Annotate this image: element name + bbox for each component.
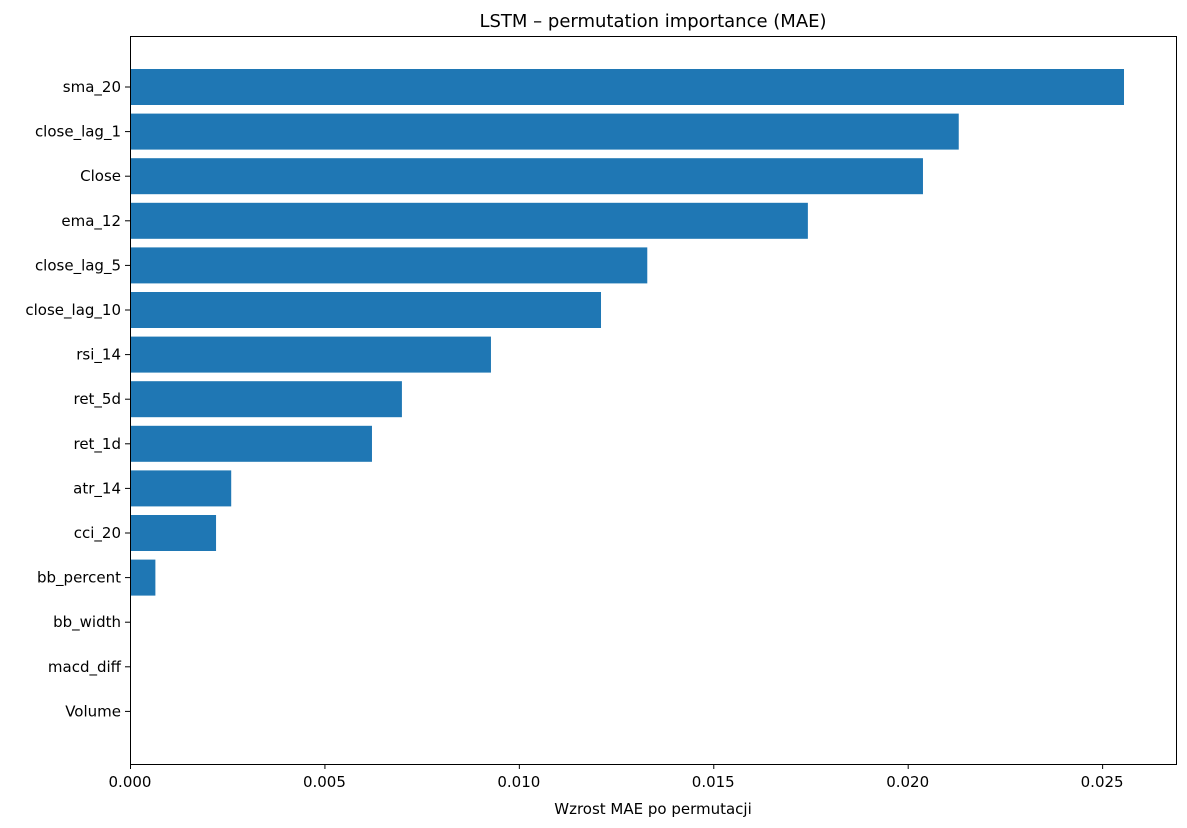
bar-cci_20 (130, 515, 217, 551)
chart-title: LSTM – permutation importance (MAE) (479, 11, 826, 32)
bar-bb_percent (130, 559, 156, 596)
x-tick-label: 0.000 (109, 773, 152, 791)
y-tick-label: bb_width (53, 613, 121, 632)
y-tick-label: ema_12 (61, 212, 121, 231)
y-tick-label: Volume (65, 702, 121, 720)
y-tick-label: rsi_14 (76, 346, 121, 365)
bar-ret_5d (130, 381, 402, 418)
bar-close_lag_5 (130, 247, 648, 284)
bar-close_lag_1 (130, 113, 959, 150)
bar-ema_12 (130, 202, 808, 239)
y-tick-label: close_lag_5 (35, 256, 121, 275)
y-axis-ticks: sma_20 close_lag_1 Close ema_12 close_lag_5c… (25, 78, 130, 720)
y-tick-label: ret_1d (73, 435, 121, 454)
x-tick-label: 0.005 (303, 773, 346, 791)
y-tick-label: Close (80, 167, 121, 185)
y-tick-label: ret_5d (73, 390, 121, 409)
y-tick-label: close_lag_10 (25, 301, 121, 320)
x-axis-title: Wzrost MAE po permutacji (554, 800, 752, 818)
x-tick-label: 0.025 (1081, 773, 1124, 791)
plot-frame (130, 36, 1177, 765)
bar-atr_14 (130, 470, 232, 507)
x-tick-label: 0.015 (692, 773, 735, 791)
bar-rsi_14 (130, 336, 491, 373)
y-tick-label: sma_20 (63, 78, 121, 97)
bar-Close (130, 158, 923, 195)
x-tick-label: 0.010 (497, 773, 540, 791)
y-tick-label: atr_14 (73, 479, 121, 498)
x-tick-label: 0.020 (886, 773, 929, 791)
y-tick-label: bb_percent (37, 569, 121, 588)
y-tick-label: close_lag_1 (35, 123, 121, 142)
bars (130, 69, 1125, 596)
bar-ret_1d (130, 425, 372, 462)
x-axis-ticks: 0.000 0.005 0.010 0.015 0.020 0.025 (109, 764, 1124, 791)
bar-sma_20 (130, 69, 1125, 105)
y-tick-label: macd_diff (48, 658, 122, 677)
y-tick-label: cci_20 (74, 524, 121, 543)
bar-close_lag_10 (130, 292, 602, 328)
